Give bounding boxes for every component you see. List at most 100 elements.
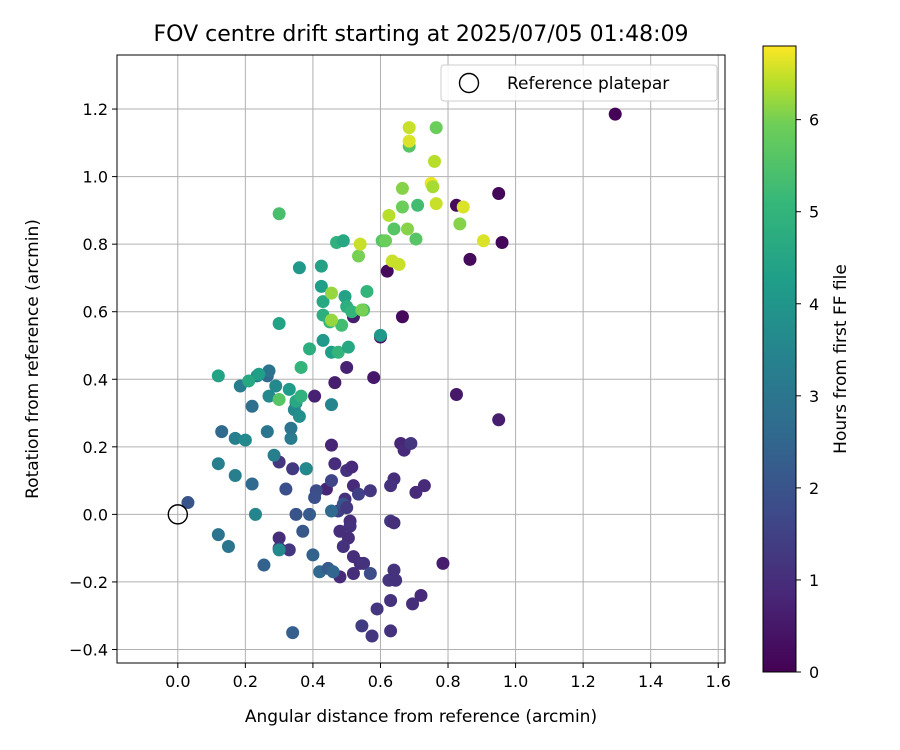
data-point: [395, 310, 409, 324]
colorbar-tick-label: 2: [809, 479, 819, 498]
data-point: [308, 389, 322, 403]
y-tick-label: 0.6: [83, 303, 108, 322]
data-point: [245, 399, 259, 413]
data-point: [326, 565, 340, 579]
y-tick-label: 0.4: [83, 370, 108, 389]
data-point: [365, 629, 379, 643]
data-point: [272, 543, 286, 557]
data-point: [409, 232, 423, 246]
data-point: [324, 313, 338, 327]
y-tick-label: 1.2: [83, 100, 108, 119]
data-point: [272, 531, 286, 545]
data-point: [340, 501, 354, 515]
legend-marker-reference: [458, 72, 480, 94]
data-point: [252, 367, 266, 381]
data-point: [608, 107, 622, 121]
data-point: [352, 487, 366, 501]
data-point: [294, 389, 308, 403]
colorbar-tick-label: 0: [809, 663, 819, 682]
data-point: [245, 477, 259, 491]
data-point: [316, 295, 330, 309]
data-point: [308, 490, 322, 504]
y-tick-label: −0.2: [69, 573, 108, 592]
data-point: [289, 507, 303, 521]
chart-title: FOV centre drift starting at 2025/07/05 …: [154, 22, 689, 47]
data-point: [370, 602, 384, 616]
data-point: [272, 393, 286, 407]
data-point: [384, 479, 398, 493]
data-point: [336, 234, 350, 248]
colorbar: 0 1 2 3 4 5 6 Hours from first FF file: [762, 45, 851, 682]
data-point: [314, 259, 328, 273]
data-point: [414, 588, 428, 602]
x-tick-label: 0.8: [435, 672, 460, 691]
data-point: [436, 556, 450, 570]
data-point: [282, 382, 296, 396]
data-point: [272, 317, 286, 331]
data-point: [363, 484, 377, 498]
data-point: [345, 460, 359, 474]
data-point: [338, 290, 352, 304]
data-point: [373, 328, 387, 342]
data-point: [346, 566, 360, 580]
data-point: [316, 333, 330, 347]
data-point: [257, 558, 271, 572]
data-point: [429, 197, 443, 211]
x-axis-label: Angular distance from reference (arcmin): [245, 707, 597, 727]
plot-area: 0.0 0.2 0.4 0.6 0.8 1.0 1.2 1.4 1.6 −0.4 −0.2 0.0 0.…: [69, 54, 731, 691]
data-point: [248, 507, 262, 521]
data-point: [402, 121, 416, 135]
data-point: [476, 234, 490, 248]
data-point: [453, 217, 467, 231]
axes-frame: [116, 54, 726, 664]
y-tick-label: 0.8: [83, 235, 108, 254]
x-tick-label: 0.4: [300, 672, 325, 691]
data-point: [242, 374, 256, 388]
data-point: [367, 371, 381, 385]
data-point: [379, 234, 393, 248]
data-point: [335, 318, 349, 332]
data-point: [292, 409, 306, 423]
y-tick-label: −0.4: [69, 640, 108, 659]
data-point: [389, 573, 403, 587]
data-point: [331, 345, 345, 359]
data-point: [353, 237, 367, 251]
data-point: [387, 563, 401, 577]
data-point: [215, 425, 229, 439]
colorbar-gradient: [762, 45, 797, 673]
colorbar-tick-label: 4: [809, 295, 819, 314]
data-point: [296, 524, 310, 538]
data-point: [328, 376, 342, 390]
x-tick-label: 0.0: [165, 672, 190, 691]
x-tick-label: 1.0: [503, 672, 528, 691]
colorbar-tick-label: 3: [809, 387, 819, 406]
data-point: [286, 626, 300, 640]
x-tick-label: 1.2: [570, 672, 595, 691]
data-point: [456, 200, 470, 214]
colorbar-tick-label: 6: [809, 111, 819, 130]
data-point: [492, 413, 506, 427]
data-point: [267, 448, 281, 462]
data-point: [392, 257, 406, 271]
legend-box: [440, 64, 718, 102]
data-point: [314, 279, 328, 293]
data-point: [211, 457, 225, 471]
data-point: [495, 235, 509, 249]
data-point: [406, 597, 420, 611]
x-tick-label: 1.6: [706, 672, 731, 691]
colorbar-tick-label: 1: [809, 571, 819, 590]
data-point: [284, 431, 298, 445]
data-point: [409, 485, 423, 499]
x-tick-label: 0.6: [368, 672, 393, 691]
data-point: [279, 482, 293, 496]
data-point: [306, 548, 320, 562]
data-point: [221, 539, 235, 553]
data-point: [286, 462, 300, 476]
data-point: [324, 286, 338, 300]
data-point: [387, 222, 401, 236]
data-point: [328, 457, 342, 471]
data-point: [336, 539, 350, 553]
data-point: [360, 284, 374, 298]
data-point: [324, 474, 338, 488]
